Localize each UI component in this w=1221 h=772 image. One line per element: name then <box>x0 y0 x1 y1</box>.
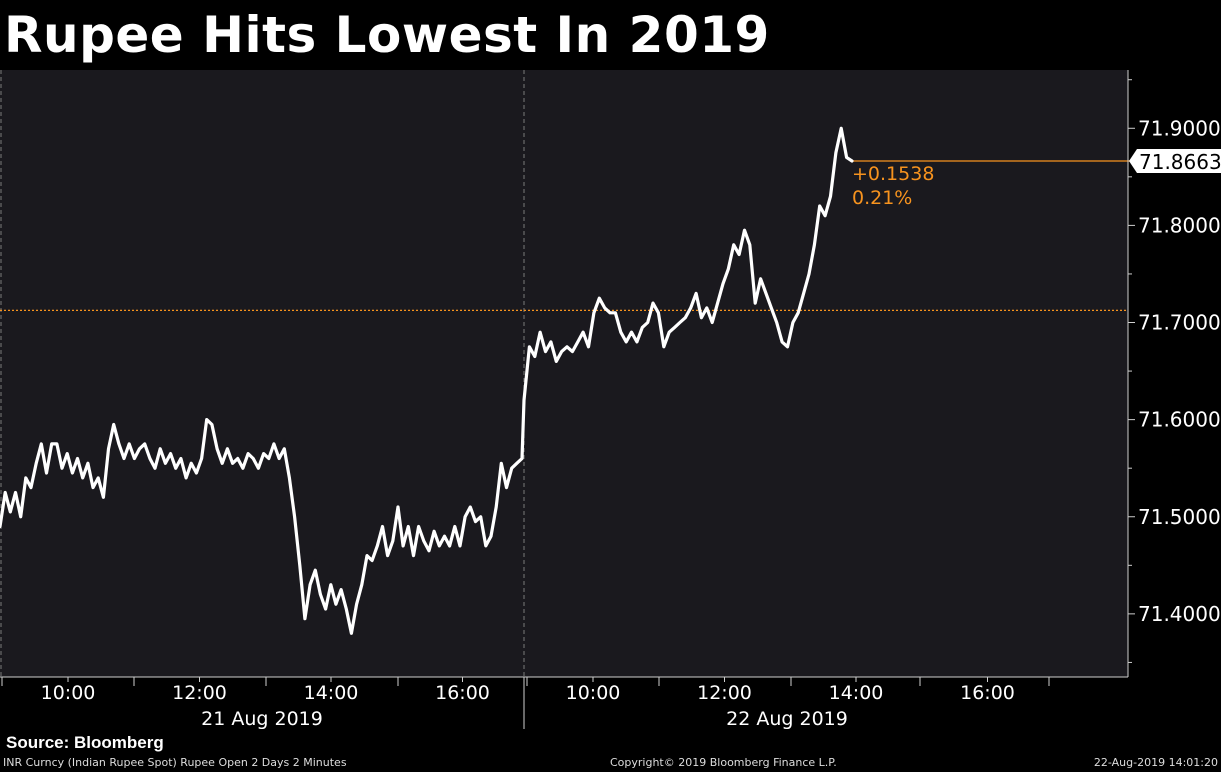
x-axis: 10:00 12:00 14:00 16:00 21 Aug 2019 10:00 12:0… <box>0 676 1128 730</box>
source-label: Source: Bloomberg <box>6 733 164 752</box>
x-tick-label: 10:00 <box>566 682 621 704</box>
y-tick-label: 71.6000 <box>1138 408 1221 432</box>
last-value-tag-shape <box>1129 149 1221 174</box>
x-date-label: 21 Aug 2019 <box>201 708 323 730</box>
x-tick-label: 16:00 <box>960 682 1015 704</box>
footer-copyright: Copyright© 2019 Bloomberg Finance L.P. <box>610 756 837 769</box>
footer-timestamp: 22-Aug-2019 14:01:20 <box>1093 756 1218 769</box>
chart-title: Rupee Hits Lowest In 2019 <box>4 6 770 64</box>
y-tick-label: 71.4000 <box>1138 602 1221 626</box>
x-tick-label: 12:00 <box>172 682 227 704</box>
y-tick-label: 71.9000 <box>1138 116 1221 140</box>
day-separators <box>0 70 525 677</box>
x-tick-label: 14:00 <box>304 682 359 704</box>
x-tick-label: 14:00 <box>829 682 884 704</box>
y-tick-label: 71.7000 <box>1138 311 1221 335</box>
change-absolute-label: +0.1538 <box>852 163 934 185</box>
y-tick-label: 71.8000 <box>1138 213 1221 237</box>
y-tick-label: 71.5000 <box>1138 505 1221 529</box>
price-line <box>0 126 854 635</box>
last-value-tag: 71.8663 <box>1129 149 1221 174</box>
last-value-label: 71.8663 <box>1139 150 1221 174</box>
y-axis: 71.4000 71.5000 71.6000 71.7000 71.8000 71.90… <box>1127 70 1221 677</box>
change-percent-label: 0.21% <box>852 187 912 209</box>
footer-ticker-description: INR Curncy (Indian Rupee Spot) Rupee Ope… <box>3 756 347 769</box>
x-tick-label: 10:00 <box>41 682 96 704</box>
x-date-label: 22 Aug 2019 <box>726 708 848 730</box>
plot-area <box>0 70 1128 677</box>
x-tick-label: 12:00 <box>697 682 752 704</box>
x-tick-label: 16:00 <box>435 682 490 704</box>
